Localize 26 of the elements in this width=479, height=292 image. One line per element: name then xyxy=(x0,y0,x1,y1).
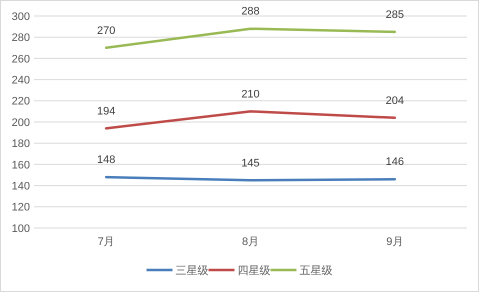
data-label: 270 xyxy=(96,24,116,37)
data-label: 148 xyxy=(96,154,116,166)
y-tick-label: 140 xyxy=(12,180,30,192)
data-label: 210 xyxy=(241,88,260,100)
data-label: 204 xyxy=(386,94,404,107)
x-tick-label: 7月 xyxy=(98,236,115,248)
y-tick-label: 120 xyxy=(12,202,30,214)
x-tick-label: 8月 xyxy=(242,236,260,248)
data-label: 146 xyxy=(386,156,404,168)
y-tick-label: 100 xyxy=(12,222,30,235)
y-tick-label: 200 xyxy=(12,116,30,129)
data-label: 288 xyxy=(241,6,260,18)
data-label: 285 xyxy=(386,8,404,21)
y-tick-label: 240 xyxy=(12,74,30,86)
y-tick-label: 300 xyxy=(12,10,30,23)
x-tick-label: 9月 xyxy=(386,236,404,248)
legend-label: 四星级 xyxy=(238,264,270,277)
y-tick-label: 220 xyxy=(12,96,30,108)
y-tick-label: 260 xyxy=(12,53,30,66)
data-label: 194 xyxy=(96,105,116,118)
legend-label: 三星级 xyxy=(176,264,208,277)
y-tick-label: 160 xyxy=(12,159,30,172)
data-label: 145 xyxy=(241,157,260,170)
y-tick-label: 280 xyxy=(12,32,30,44)
legend-label: 五星级 xyxy=(300,264,332,277)
y-tick-label: 180 xyxy=(12,138,30,150)
